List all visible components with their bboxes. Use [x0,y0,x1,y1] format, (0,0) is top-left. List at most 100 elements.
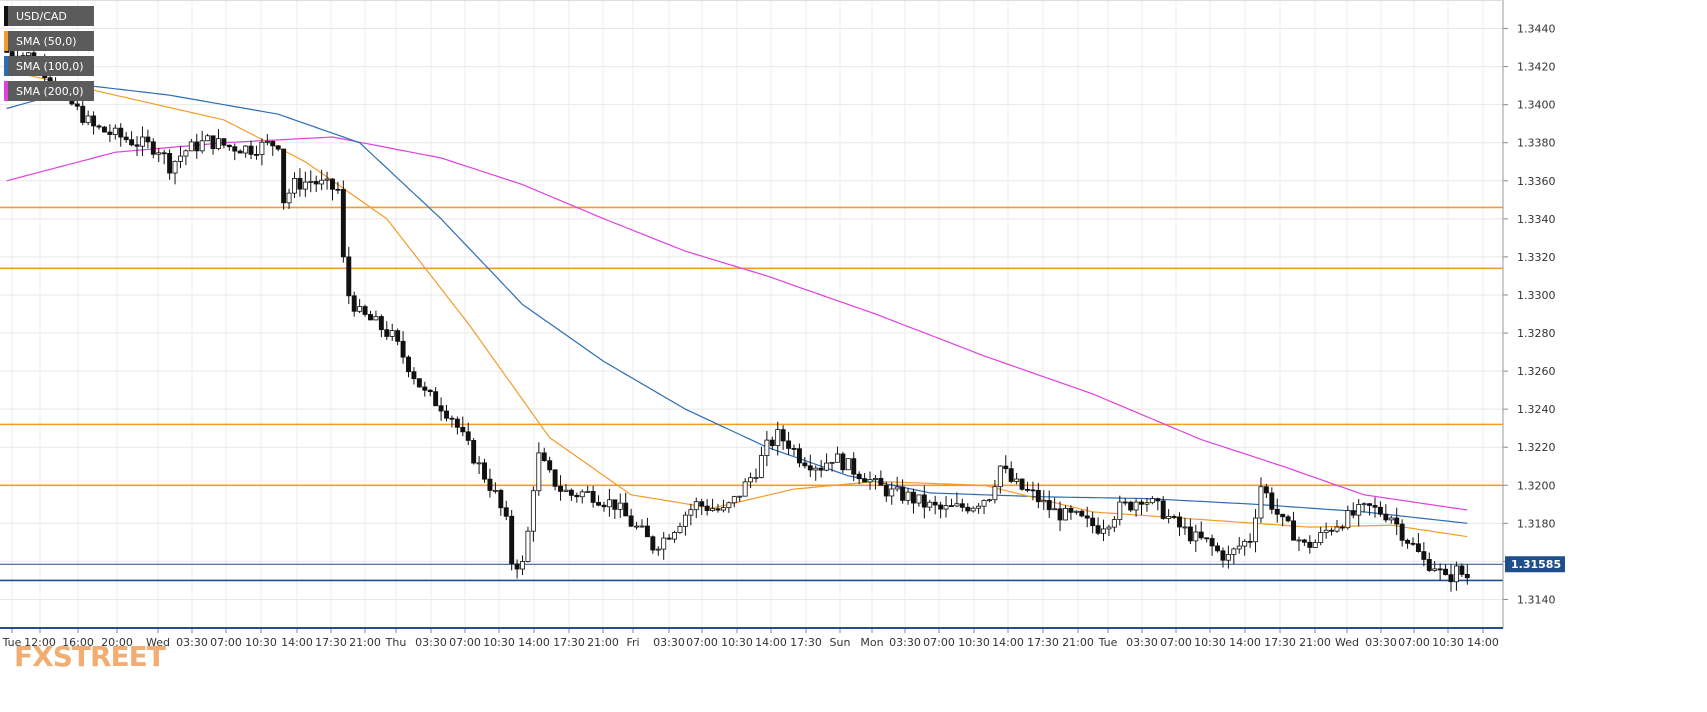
candle [183,149,189,166]
candle [916,494,922,507]
legend-item-sma50[interactable]: SMA (50,0) [4,31,94,51]
candle [313,175,319,192]
candle [547,456,553,473]
y-tick-label: 1.3360 [1517,175,1556,188]
candle [829,461,835,472]
y-tick-label: 1.3280 [1517,327,1556,340]
candle-body [1350,510,1356,516]
candle [1122,497,1128,506]
x-tick-label: 14:00 [1229,636,1261,649]
candle [150,138,156,159]
candle [427,389,433,397]
candle [748,472,754,489]
candle-body [254,153,259,156]
legend-swatch [4,6,8,26]
candle [1291,511,1297,541]
candle [970,506,976,513]
candle-body [520,561,525,570]
candle [1215,542,1220,553]
legend-item-usdcad[interactable]: USD/CAD [4,6,94,26]
legend-item-sma200[interactable]: SMA (200,0) [4,81,94,101]
candle-body [568,489,574,496]
candle [422,381,428,397]
candle [1193,524,1199,552]
candle-body [856,473,862,480]
candle-body [1144,502,1150,505]
candle-body [525,530,531,562]
candle-body [606,499,612,508]
candle-body [1209,538,1215,547]
candle-body [205,135,211,142]
candle-body [188,141,194,152]
candle-body [1318,532,1324,543]
candle-body [921,494,927,508]
x-tick-label: 14:00 [755,636,787,649]
candle-body [1231,548,1237,555]
candle [237,149,243,154]
candle-body [324,178,330,181]
candle-body [237,150,243,154]
candle [813,465,819,481]
candle [856,471,862,485]
candle-body [840,453,846,471]
candle-body [1443,568,1449,576]
candle [791,444,797,456]
candle [1301,538,1307,546]
candle-body [661,537,667,550]
candle-body [634,525,640,528]
candle [1443,564,1449,576]
candle-body [1242,540,1248,547]
candle-body [644,525,650,538]
candle [1356,499,1362,527]
candle-body [987,499,992,502]
legend-item-sma100[interactable]: SMA (100,0) [4,56,94,76]
candle-body [129,139,135,146]
candle [384,321,390,340]
candle [541,447,547,462]
candle [1399,519,1405,547]
candle-body [156,152,162,155]
candle-body [862,478,868,483]
x-tick-label: 21:00 [1299,636,1331,649]
candle-body [216,138,221,150]
candle [145,129,151,149]
candle [286,188,292,209]
candle-body [1025,488,1030,491]
candle-body [1383,513,1389,521]
candle-body [1280,513,1286,518]
candle-body [883,484,889,497]
candle-body [872,478,878,480]
candle [330,178,335,201]
candle [465,422,471,446]
x-tick-label: 10:30 [1432,636,1464,649]
candle [362,304,368,317]
candle [1459,563,1465,577]
candle-body [579,491,585,498]
x-tick-label: 07:00 [1160,636,1192,649]
candle-body [818,467,824,471]
candle-body [1084,515,1090,519]
sma100-line [6,84,1468,524]
candle-body [226,144,232,148]
candle-body [460,426,466,433]
legend-label: SMA (200,0) [16,84,84,98]
candle [764,430,770,467]
candle [927,499,933,512]
candle-body [1182,526,1188,529]
candle-body [1014,478,1020,482]
candle [172,160,178,185]
candle [194,133,200,159]
candle-body [1361,503,1367,506]
candle [796,443,802,468]
candle-body [150,141,156,155]
candle [123,132,129,143]
candle [1258,477,1264,523]
candle [487,468,493,498]
candle [498,488,504,516]
candle-body [400,340,406,358]
candle [1003,455,1009,474]
candle [1383,504,1389,523]
candle-body [1187,526,1193,542]
candle [1253,509,1258,553]
candle [639,519,645,528]
